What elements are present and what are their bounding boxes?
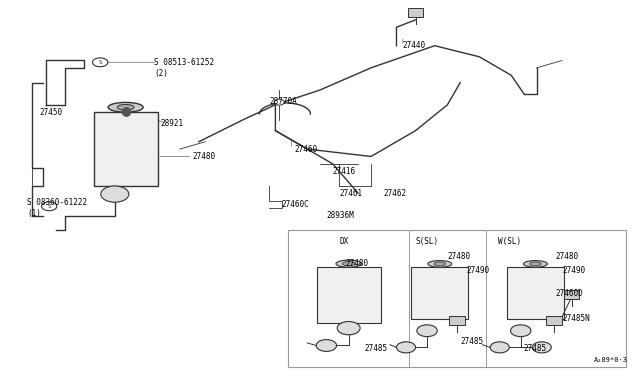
Text: 27450: 27450 <box>40 108 63 117</box>
Text: S(SL): S(SL) <box>415 237 438 246</box>
Text: 27485: 27485 <box>524 344 547 353</box>
Circle shape <box>100 186 129 202</box>
Circle shape <box>42 202 57 211</box>
Ellipse shape <box>434 262 445 266</box>
Circle shape <box>490 342 509 353</box>
Text: 27462: 27462 <box>384 189 407 198</box>
Ellipse shape <box>428 260 452 267</box>
Bar <box>564 291 579 299</box>
Text: 27416: 27416 <box>333 167 356 176</box>
Text: 27480: 27480 <box>346 259 369 268</box>
Text: DX: DX <box>339 237 348 246</box>
Text: 28770A: 28770A <box>269 97 297 106</box>
Circle shape <box>337 321 360 335</box>
Text: 27460C: 27460C <box>282 200 310 209</box>
Text: 27460D: 27460D <box>556 289 584 298</box>
Text: 27485N: 27485N <box>562 314 590 323</box>
Text: 27485: 27485 <box>460 337 483 346</box>
Text: S: S <box>47 204 51 209</box>
Circle shape <box>396 342 415 353</box>
Text: 27480: 27480 <box>447 251 470 261</box>
Bar <box>546 316 561 325</box>
Ellipse shape <box>336 260 362 267</box>
Bar <box>449 316 465 325</box>
Circle shape <box>532 342 551 353</box>
Circle shape <box>316 340 337 352</box>
Circle shape <box>93 58 108 67</box>
Circle shape <box>511 325 531 337</box>
Circle shape <box>274 99 284 105</box>
Text: A₂89*0·3: A₂89*0·3 <box>594 357 628 363</box>
Circle shape <box>417 325 437 337</box>
Text: W(SL): W(SL) <box>499 237 522 246</box>
Bar <box>507 267 564 319</box>
Text: 27480: 27480 <box>193 152 216 161</box>
Text: 27440: 27440 <box>403 41 426 50</box>
Text: 28936M: 28936M <box>326 211 354 220</box>
Text: S 08360-61222
(1): S 08360-61222 (1) <box>27 198 87 218</box>
Text: 27460: 27460 <box>294 145 317 154</box>
Ellipse shape <box>530 262 541 266</box>
Text: ●: ● <box>120 104 131 117</box>
Text: 27490: 27490 <box>467 266 490 275</box>
Bar <box>408 8 423 17</box>
Bar <box>411 267 468 319</box>
Text: 27485: 27485 <box>365 344 388 353</box>
Bar <box>317 267 381 323</box>
Bar <box>288 230 626 367</box>
Text: 27480: 27480 <box>556 251 579 261</box>
Text: S: S <box>99 60 102 65</box>
Ellipse shape <box>342 262 355 266</box>
Ellipse shape <box>524 260 547 267</box>
Text: S 08513-61252
(2): S 08513-61252 (2) <box>154 58 214 77</box>
Ellipse shape <box>117 105 134 110</box>
Text: 27461: 27461 <box>339 189 362 198</box>
Text: 27490: 27490 <box>562 266 585 275</box>
Ellipse shape <box>108 102 143 112</box>
Bar <box>94 112 157 186</box>
Text: 28921: 28921 <box>161 119 184 128</box>
